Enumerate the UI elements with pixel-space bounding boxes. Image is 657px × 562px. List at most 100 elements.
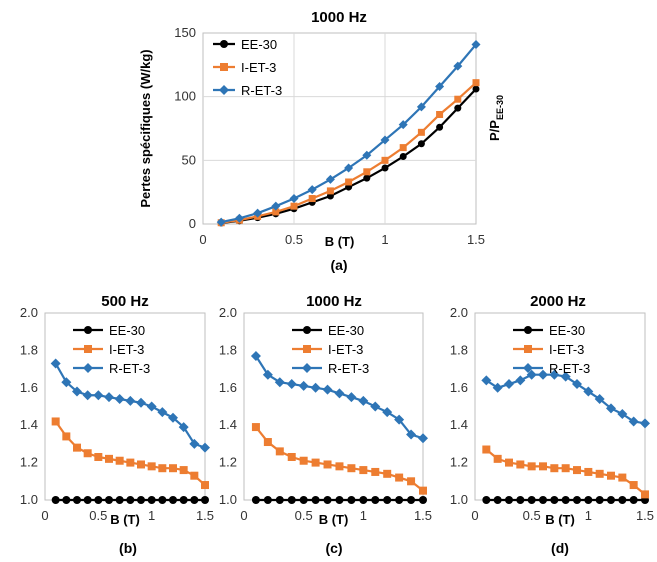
legend-marker (84, 345, 92, 353)
data-point (381, 156, 389, 164)
y-tick-label: 1.6 (20, 380, 38, 395)
panel-label: (d) (551, 540, 569, 556)
x-tick-label: 0 (199, 232, 206, 247)
data-point (527, 496, 536, 504)
data-point (169, 496, 177, 504)
data-point (583, 386, 594, 397)
data-point (275, 447, 284, 456)
data-point (115, 496, 124, 504)
data-point (516, 496, 525, 504)
data-point (326, 187, 334, 195)
data-point (482, 445, 491, 454)
data-point (158, 464, 167, 473)
data-point (323, 460, 332, 469)
data-point (550, 496, 559, 504)
data-point (471, 39, 481, 49)
series-EE-30 (51, 496, 209, 504)
data-point (299, 456, 308, 465)
panel-label: (b) (119, 540, 137, 556)
data-point (573, 466, 581, 475)
x-tick-label: 1 (360, 508, 367, 523)
chart-title: 500 Hz (101, 293, 149, 310)
series-EE-30 (251, 496, 427, 504)
legend-marker (220, 63, 228, 71)
data-point (359, 466, 368, 475)
legend-entry: EE-30 (73, 323, 145, 338)
data-point (179, 466, 188, 475)
legend-marker (83, 363, 93, 373)
data-point (344, 163, 354, 173)
legend-entry: I-ET-3 (213, 60, 276, 75)
legend-label: I-ET-3 (109, 342, 144, 357)
y-tick-label: 1.2 (219, 455, 237, 470)
data-point (190, 496, 199, 504)
data-point (436, 110, 444, 118)
data-point (335, 462, 344, 471)
data-point (527, 462, 536, 471)
legend-entry: R-ET-3 (513, 361, 590, 376)
data-point (263, 496, 272, 504)
data-point (287, 452, 296, 461)
data-point (515, 375, 526, 386)
data-point (398, 120, 408, 130)
legend-label: EE-30 (109, 323, 145, 338)
legend-entry: R-ET-3 (292, 361, 369, 376)
data-point (82, 390, 93, 401)
legend-entry: EE-30 (213, 37, 277, 52)
data-point (83, 449, 92, 458)
data-point (83, 496, 92, 504)
y-axis-label: Pertes spécifiques (W/kg) (138, 49, 153, 207)
x-tick-label: 0 (240, 508, 247, 523)
data-point (595, 469, 604, 478)
legend-label: R-ET-3 (328, 361, 369, 376)
data-point (62, 496, 71, 504)
data-point (200, 442, 210, 453)
x-tick-label: 0 (471, 508, 478, 523)
data-point (607, 471, 615, 480)
data-point (157, 407, 168, 418)
data-point (334, 388, 345, 399)
data-point (383, 469, 392, 478)
y-tick-label: 50 (182, 152, 196, 167)
data-point (394, 414, 405, 425)
legend-marker (524, 326, 532, 334)
data-point (115, 456, 124, 465)
ratio-y-axis-label: P/PEE-30 (487, 95, 505, 141)
data-point (472, 79, 480, 87)
legend-entry: R-ET-3 (213, 83, 282, 98)
legend-marker (303, 326, 311, 334)
data-point (526, 369, 537, 380)
legend-marker (84, 326, 92, 334)
data-point (272, 208, 280, 216)
data-point (158, 496, 167, 504)
data-point (253, 208, 263, 218)
x-axis-label: B (T) (110, 512, 140, 527)
data-point (345, 178, 353, 186)
data-point (505, 496, 513, 504)
data-point (407, 496, 416, 504)
series-line (221, 88, 477, 225)
data-point (416, 102, 426, 112)
legend-entry: EE-30 (513, 323, 585, 338)
y-tick-label: 2.0 (219, 305, 237, 320)
data-point (126, 458, 135, 467)
y-tick-label: 1.4 (20, 417, 38, 432)
data-point (640, 418, 650, 429)
data-point (539, 496, 547, 504)
data-point (418, 433, 428, 444)
data-point (250, 351, 261, 362)
data-point (454, 95, 462, 103)
data-point (371, 467, 380, 476)
legend-entry: EE-30 (292, 323, 364, 338)
series-R-ET-3 (481, 369, 650, 429)
data-point (105, 496, 113, 504)
data-point (516, 460, 525, 469)
data-point (298, 380, 309, 391)
data-point (584, 496, 593, 504)
data-point (147, 462, 156, 471)
data-point (549, 369, 560, 380)
chart-title: 2000 Hz (530, 293, 586, 310)
x-tick-label: 0.5 (523, 508, 541, 523)
data-point (325, 174, 335, 184)
data-point (347, 496, 356, 504)
